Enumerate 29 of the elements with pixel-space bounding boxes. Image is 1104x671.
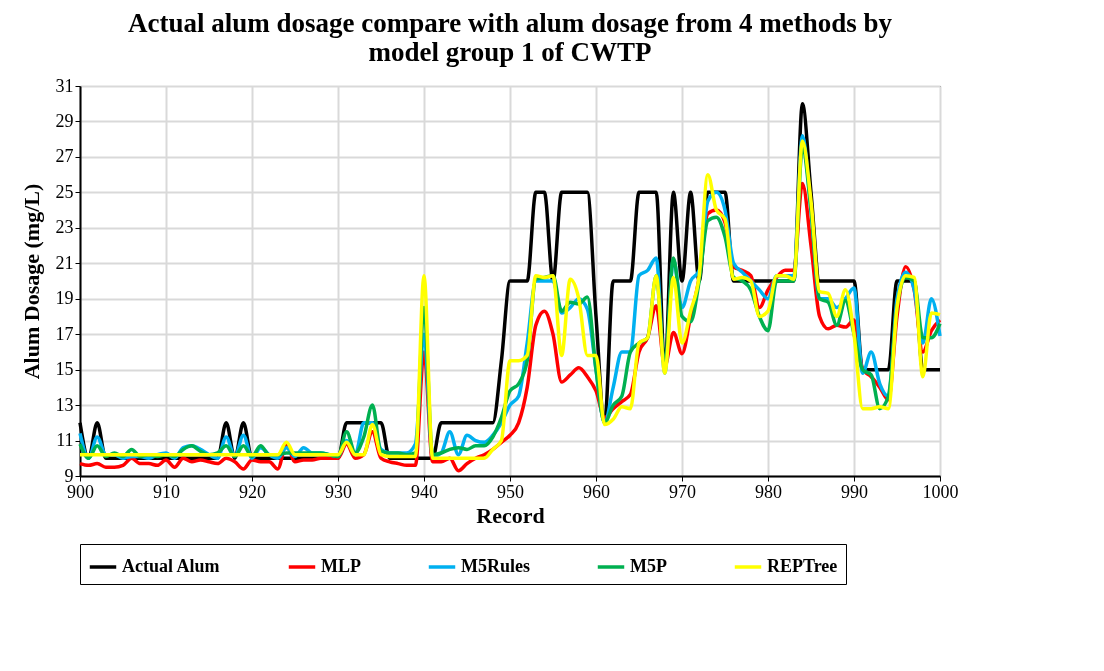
legend-label: REPTree bbox=[767, 556, 838, 576]
y-tick-label: 15 bbox=[55, 359, 74, 380]
legend-label: MLP bbox=[321, 556, 361, 576]
y-tick-label: 11 bbox=[56, 430, 74, 451]
y-axis-title: Alum Dosage (mg/L) bbox=[18, 183, 44, 380]
x-tick-label: 980 bbox=[755, 481, 782, 502]
x-axis-title: Record bbox=[476, 502, 545, 528]
x-tick-label: 1000 bbox=[922, 481, 959, 502]
y-tick-label: 23 bbox=[55, 217, 74, 238]
chart-title: Actual alum dosage compare with alum dosage from 4 methods by model group 1 of CWTP bbox=[127, 8, 893, 67]
y-tick-label: 19 bbox=[55, 288, 74, 309]
y-tick-label: 17 bbox=[55, 323, 74, 344]
y-tick-label: 27 bbox=[55, 146, 74, 167]
y-tick-label: 13 bbox=[55, 394, 74, 415]
x-tick-label: 910 bbox=[153, 481, 180, 502]
legend-label: Actual Alum bbox=[122, 556, 220, 576]
x-tick-label: 990 bbox=[841, 481, 868, 502]
x-tick-label: 930 bbox=[325, 481, 352, 502]
x-tick-label: 970 bbox=[669, 481, 696, 502]
y-tick-label: 21 bbox=[55, 252, 74, 273]
x-tick-label: 950 bbox=[497, 481, 524, 502]
x-tick-label: 920 bbox=[239, 481, 266, 502]
y-tick-label: 31 bbox=[55, 75, 74, 96]
x-tick-label: 940 bbox=[411, 481, 438, 502]
x-tick-label: 960 bbox=[583, 481, 610, 502]
y-tick-label: 25 bbox=[55, 181, 74, 202]
legend-label: M5P bbox=[630, 556, 667, 576]
y-tick-label: 29 bbox=[55, 110, 74, 131]
legend-label: M5Rules bbox=[461, 556, 530, 576]
